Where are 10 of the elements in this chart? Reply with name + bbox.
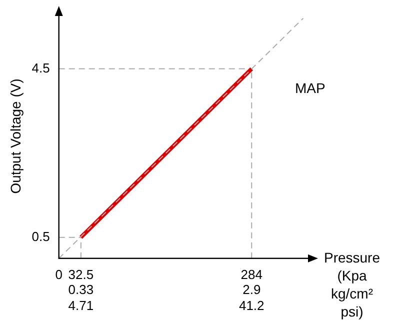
y-tick-label: 4.5 [32,60,50,76]
y-tick-label: 0.5 [32,228,50,244]
x-tick-label: 284 [240,266,262,282]
x-tick-label: 32.5 [68,266,94,282]
annotation: MAP [295,80,326,96]
x-tick-label: 0 [55,266,62,282]
x-axis-title: Pressure (Kpa kg/cm² psi) [324,249,380,320]
text: 2.9 41.2 [238,282,264,313]
y-axis-title: Output Voltage (V) [7,78,24,194]
text: 0.33 4.71 [68,282,94,313]
